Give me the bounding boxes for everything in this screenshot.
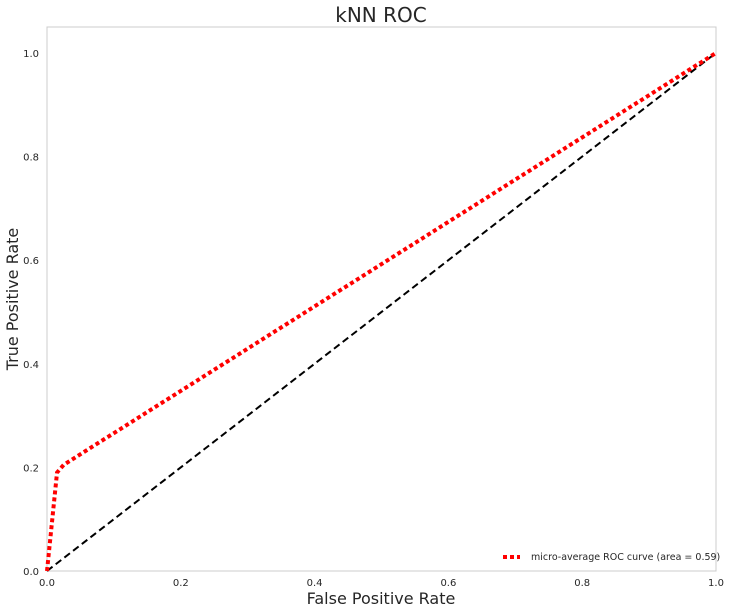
y-tick-label: 0.0 — [23, 567, 39, 578]
chance-diagonal-line — [46, 52, 717, 572]
y-tick-label: 0.4 — [23, 360, 39, 371]
x-axis-ticks: 0.0 0.2 0.4 0.6 0.8 1.0 — [39, 578, 724, 589]
x-tick-label: 0.4 — [307, 578, 323, 589]
y-tick-label: 0.2 — [23, 463, 39, 474]
y-tick-label: 0.6 — [23, 256, 39, 267]
x-tick-label: 0.0 — [39, 578, 55, 589]
chart-title: kNN ROC — [335, 3, 426, 27]
roc-curve-micro-average — [45, 51, 718, 572]
x-tick-label: 0.8 — [574, 578, 590, 589]
plot-border — [46, 26, 717, 572]
curves-layer — [45, 51, 718, 572]
legend: micro-average ROC curve (area = 0.59) — [503, 552, 720, 563]
y-tick-label: 0.8 — [23, 153, 39, 164]
plot-area — [46, 26, 717, 572]
x-tick-label: 0.6 — [440, 578, 456, 589]
legend-entry-label: micro-average ROC curve (area = 0.59) — [531, 552, 720, 563]
x-tick-label: 1.0 — [708, 578, 724, 589]
x-tick-label: 0.2 — [173, 578, 189, 589]
y-axis-ticks: 0.0 0.2 0.4 0.6 0.8 1.0 — [23, 49, 39, 578]
y-tick-label: 1.0 — [23, 49, 39, 60]
y-axis-label: True Positive Rate — [3, 228, 22, 372]
x-axis-label: False Positive Rate — [307, 589, 456, 608]
